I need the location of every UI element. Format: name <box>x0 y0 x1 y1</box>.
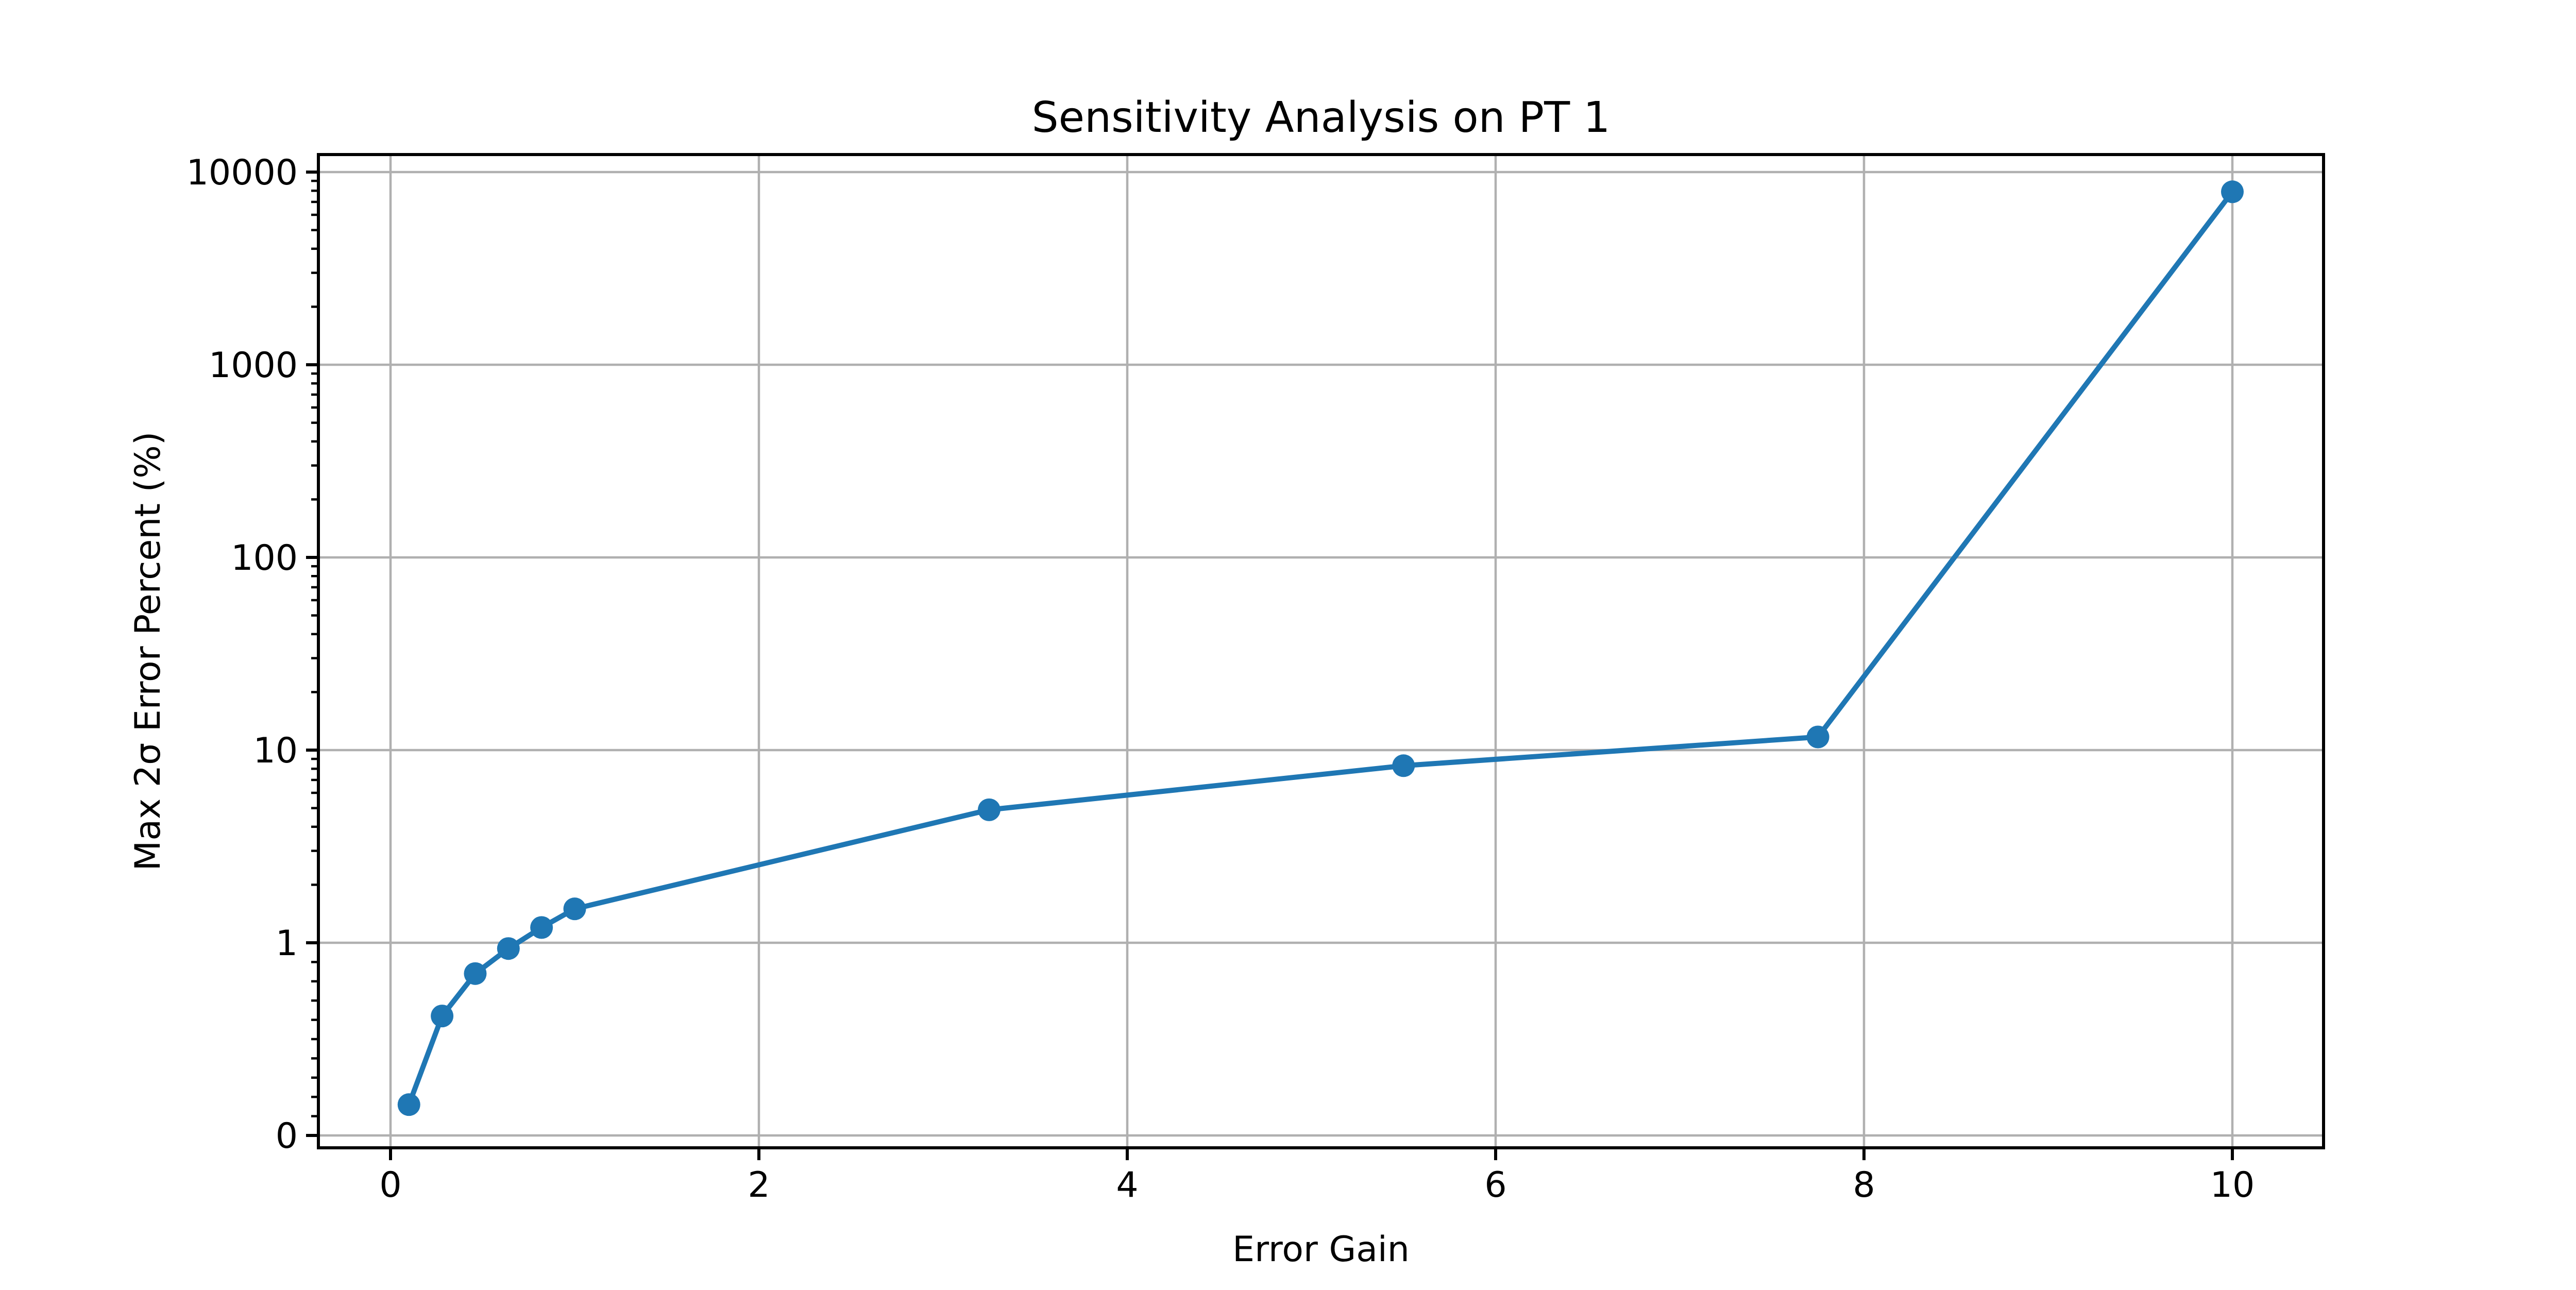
x-axis-label: Error Gain <box>1232 1229 1410 1270</box>
x-tick-label: 8 <box>1853 1165 1875 1206</box>
axes-box <box>317 153 2325 1149</box>
y-tick-label: 1 <box>276 923 298 964</box>
y-tick-label: 10 <box>253 731 298 771</box>
x-tick-label: 4 <box>1116 1165 1138 1206</box>
data-point-marker <box>1806 725 1829 749</box>
data-point-marker <box>530 916 553 939</box>
data-point-marker <box>497 937 520 960</box>
data-point-marker <box>397 1093 420 1116</box>
y-tick-label: 10000 <box>187 152 298 193</box>
data-point-marker <box>464 962 487 985</box>
x-tick-label: 0 <box>379 1165 401 1206</box>
data-point-marker <box>1392 754 1415 777</box>
series-layer <box>397 180 2244 1116</box>
y-tick-label: 100 <box>231 538 298 579</box>
data-point-marker <box>431 1005 454 1028</box>
series-line <box>406 189 2235 1108</box>
x-tick-label: 6 <box>1484 1165 1506 1206</box>
x-tick-label: 2 <box>748 1165 770 1206</box>
y-tick-label: 1000 <box>209 345 298 386</box>
chart-title: Sensitivity Analysis on PT 1 <box>1032 93 1611 142</box>
data-point-marker <box>2221 180 2244 203</box>
x-tick-label: 10 <box>2210 1165 2255 1206</box>
data-point-marker <box>563 897 586 921</box>
y-tick-label: 0 <box>276 1116 298 1157</box>
grid-layer <box>318 155 2324 1148</box>
data-point-marker <box>977 798 1001 821</box>
label-layer: Sensitivity Analysis on PT 1 Error Gain … <box>128 93 1610 1270</box>
y-axis-label: Max 2σ Error Percent (%) <box>128 432 168 871</box>
